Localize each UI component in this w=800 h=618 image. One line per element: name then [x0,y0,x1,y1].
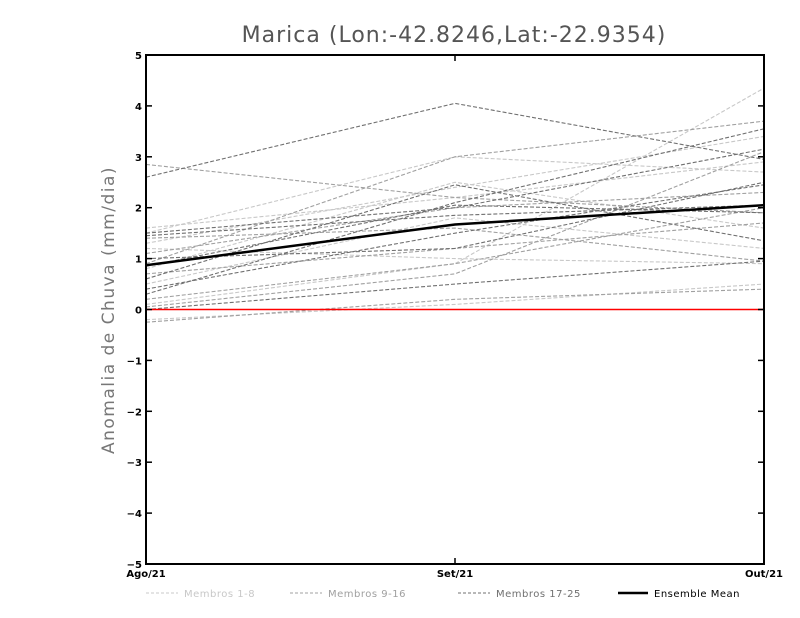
chart-title: Marica (Lon:-42.8246,Lat:-22.9354) [242,23,667,48]
member-series-line-21 [145,128,765,295]
member-series-line-20 [145,181,765,260]
member-series-line-10 [145,120,765,265]
series-layer [145,87,765,323]
y-tick-label: 4 [135,102,142,113]
legend-label: Membros 1-8 [184,589,255,600]
legend-label: Membros 9-16 [328,589,406,600]
legend-label: Ensemble Mean [654,589,740,600]
member-series-line-1 [145,161,765,229]
legend: Membros 1-8 Membros 9-16 Membros 17-25 Ense… [146,589,740,600]
member-series-line-13 [145,288,765,323]
x-tick-label: Ago/21 [126,569,165,580]
member-series-line-14 [145,222,765,275]
y-axis-ticks: 5 4 3 2 1 0 −1 −2 −3 −4 −5 [127,51,764,571]
y-tick-label: −1 [127,356,142,367]
member-series-line-12 [145,191,765,255]
x-axis-ticks: Ago/21 Set/21 Out/21 [126,55,783,580]
member-series-line-17 [145,102,765,178]
member-series-line-24 [145,204,765,267]
y-tick-label: 2 [135,204,142,215]
member-series-line-23 [145,260,765,311]
y-tick-label: −2 [127,407,142,418]
member-series-line-2 [145,87,765,305]
y-tick-label: −4 [127,509,142,520]
member-series-line-15 [145,227,765,262]
member-series-line-9 [145,163,765,214]
y-tick-label: 3 [135,153,142,164]
y-tick-label: 0 [135,306,142,317]
ensemble-mean-line [145,203,765,267]
y-tick-label: 5 [135,51,142,62]
y-tick-label: −3 [127,458,142,469]
member-series-line-7 [145,217,765,285]
legend-label: Membros 17-25 [496,589,581,600]
y-tick-label: −5 [127,560,142,571]
x-tick-label: Out/21 [745,569,783,580]
member-series-line-18 [145,148,765,234]
x-tick-label: Set/21 [437,569,473,580]
member-series-line-25 [145,184,765,290]
member-series-line-6 [145,156,765,234]
member-series-line-22 [145,204,765,237]
y-tick-label: 1 [135,255,142,266]
y-axis-label: Anomalia de Chuva (mm/dia) [99,166,119,454]
member-series-line-16 [145,207,765,300]
member-series-line-8 [145,135,765,244]
mean-layer [145,203,765,267]
member-series-line-11 [145,151,765,308]
